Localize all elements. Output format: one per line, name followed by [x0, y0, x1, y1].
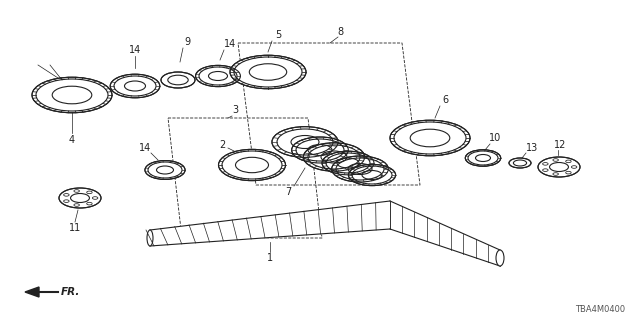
Text: 2: 2 — [219, 140, 225, 150]
Text: 10: 10 — [489, 133, 501, 143]
Ellipse shape — [322, 151, 374, 175]
Ellipse shape — [465, 150, 500, 166]
Text: 3: 3 — [232, 105, 238, 115]
Polygon shape — [150, 201, 390, 246]
Text: 13: 13 — [526, 143, 538, 153]
Ellipse shape — [147, 230, 153, 246]
Text: 12: 12 — [554, 140, 566, 150]
Ellipse shape — [303, 143, 365, 171]
Polygon shape — [390, 201, 500, 266]
Ellipse shape — [218, 149, 285, 180]
Polygon shape — [25, 287, 39, 297]
Text: 5: 5 — [275, 30, 281, 40]
Text: FR.: FR. — [61, 287, 81, 297]
Ellipse shape — [348, 164, 396, 186]
Ellipse shape — [59, 188, 101, 208]
Ellipse shape — [161, 72, 195, 88]
Text: 9: 9 — [184, 37, 190, 47]
Text: 1: 1 — [267, 253, 273, 263]
Text: 14: 14 — [224, 39, 236, 49]
Ellipse shape — [32, 77, 112, 113]
Ellipse shape — [496, 250, 504, 266]
Text: 14: 14 — [139, 143, 151, 153]
Text: TBA4M0400: TBA4M0400 — [575, 306, 625, 315]
Text: 11: 11 — [69, 223, 81, 233]
Ellipse shape — [272, 127, 338, 157]
Ellipse shape — [196, 65, 241, 87]
Ellipse shape — [332, 156, 388, 182]
Ellipse shape — [110, 74, 160, 98]
Ellipse shape — [230, 55, 306, 89]
Ellipse shape — [292, 137, 348, 163]
Text: 8: 8 — [337, 27, 343, 37]
Text: 7: 7 — [285, 187, 291, 197]
Ellipse shape — [509, 158, 531, 168]
Ellipse shape — [538, 157, 580, 177]
Text: 4: 4 — [69, 135, 75, 145]
Ellipse shape — [390, 120, 470, 156]
Text: 6: 6 — [442, 95, 448, 105]
Ellipse shape — [145, 161, 185, 180]
Text: 14: 14 — [129, 45, 141, 55]
